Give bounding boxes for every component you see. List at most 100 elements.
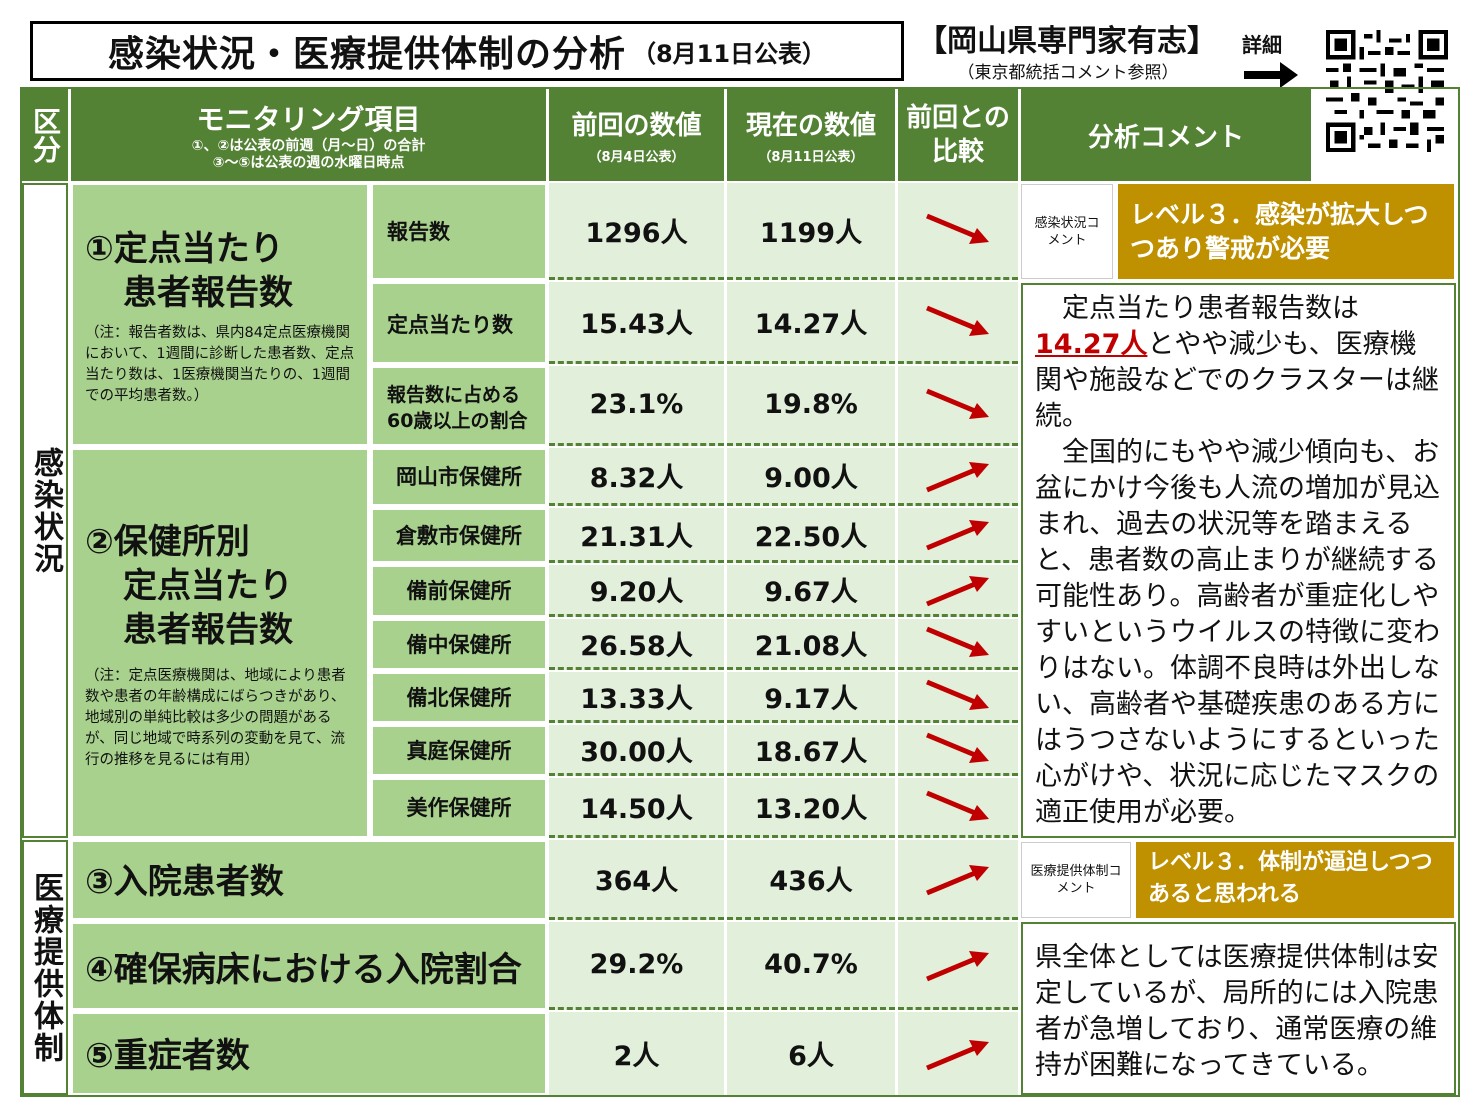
header-previous-title: 前回の数値 — [571, 111, 702, 141]
item-2-title-line3: 患者報告数 — [123, 610, 293, 650]
previous-value: 29.2% — [549, 922, 724, 1010]
header-compare: 前回との比較 — [898, 89, 1018, 181]
row-label-text: 美作保健所 — [406, 796, 512, 820]
item-3-cell: ③入院患者数 — [71, 840, 547, 920]
previous-value: 2人 — [549, 1012, 724, 1095]
trend-cell — [898, 619, 1018, 670]
header-item-title: モニタリング項目 — [196, 103, 421, 136]
header-current-note: （8月11日公表） — [758, 150, 864, 165]
previous-value: 8.32人 — [549, 448, 724, 506]
medical-comment-body: 県全体としては医療提供体制は安定しているが、局所的には入院患者が急増しており、通… — [1021, 922, 1456, 1095]
row-label-text: 倉敷市保健所 — [396, 523, 522, 548]
item-5-cell: ⑤重症者数 — [71, 1012, 547, 1095]
category-infection: 感染状況 — [22, 183, 68, 838]
arrow-down-right-icon — [926, 679, 989, 710]
medical-level-badge: レベル３．体制が逼迫しつつあると思われる — [1136, 842, 1454, 918]
trend-cell — [898, 778, 1018, 838]
org-note: （東京都統括コメント参照） — [957, 62, 1179, 83]
row-label-bihoku: 備北保健所 — [371, 672, 547, 723]
trend-cell — [898, 448, 1018, 506]
header-current-title: 現在の数値 — [745, 111, 876, 141]
monitoring-table — [20, 87, 1460, 1097]
row-label-text: 備前保健所 — [406, 579, 512, 603]
previous-value: 364人 — [549, 840, 724, 920]
current-value: 6人 — [727, 1012, 895, 1095]
previous-value: 15.43人 — [549, 282, 724, 364]
arrow-up-right-icon — [926, 575, 989, 606]
header-item-note-2: ③～⑤は公表の週の水曜日時点 — [212, 155, 405, 171]
arrow-up-right-icon — [926, 950, 989, 981]
infection-comment-paragraph-1: 定点当たり患者報告数は 14.27人とやや減少も、医療機関や施設などでのクラスター… — [1035, 291, 1442, 435]
item-4-title: ④確保病床における入院割合 — [85, 950, 522, 990]
arrow-down-right-icon — [926, 732, 989, 763]
previous-value: 1296人 — [549, 183, 724, 280]
page-title: 感染状況・医療提供体制の分析 — [107, 34, 626, 75]
arrow-up-right-icon — [926, 520, 989, 551]
infection-comment-paragraph-2: 全国的にもやや減少傾向も、お盆にかけ今後も人流の増加が見込まれ、過去の状況等を踏… — [1035, 437, 1440, 828]
current-value: 436人 — [727, 840, 895, 920]
row-label-maniwa: 真庭保健所 — [371, 725, 547, 776]
header-previous-note: （8月4日公表） — [588, 150, 685, 165]
current-value: 1199人 — [727, 183, 895, 280]
column-divider — [895, 183, 898, 1095]
arrow-down-right-icon — [926, 626, 989, 657]
page-subtitle: （8月11日公表） — [631, 39, 827, 68]
row-label-bizen: 備前保健所 — [371, 565, 547, 617]
column-divider — [546, 183, 549, 1095]
trend-cell — [898, 840, 1018, 920]
row-label-text: 報告数 — [387, 220, 450, 244]
arrow-down-right-icon — [926, 790, 989, 821]
previous-value: 9.20人 — [549, 565, 724, 617]
row-label-report-count: 報告数 — [371, 183, 547, 280]
arrow-up-right-icon — [926, 864, 989, 895]
infection-highlight-value: 14.27人 — [1035, 329, 1148, 360]
infection-comment-label: 感染状況コメント — [1021, 184, 1113, 279]
medical-comment-label: 医療提供体制コメント — [1021, 842, 1131, 918]
row-label-text: 真庭保健所 — [406, 738, 512, 763]
item-2-title-line1: ②保健所別 — [85, 522, 250, 562]
trend-cell — [898, 1012, 1018, 1095]
item-2-note: （注：定点医療機関は、地域により患者数や患者の年齢構成にばらつきがあり、地域別の… — [85, 668, 346, 768]
previous-value: 26.58人 — [549, 619, 724, 670]
arrow-down-right-icon — [926, 388, 989, 419]
org-name: 【岡山県専門家有志】 — [917, 24, 1217, 59]
current-value: 18.67人 — [727, 725, 895, 776]
row-label-per-site: 定点当たり数 — [371, 282, 547, 364]
item-1-title-line1: ①定点当たり — [85, 229, 284, 269]
current-value: 9.17人 — [727, 672, 895, 723]
current-value: 22.50人 — [727, 508, 895, 563]
trend-cell — [898, 565, 1018, 617]
item-2-cell: ②保健所別 定点当たり 患者報告数 （注：定点医療機関は、地域により患者数や患者… — [71, 448, 369, 838]
header-analysis: 分析コメント — [1021, 89, 1311, 181]
previous-value: 30.00人 — [549, 725, 724, 776]
row-label-text: 定点当たり数 — [387, 313, 513, 337]
previous-value: 14.50人 — [549, 778, 724, 838]
row-label-text: 備北保健所 — [406, 685, 512, 710]
infection-level-badge: レベル３．感染が拡大しつつあり警戒が必要 — [1118, 184, 1454, 279]
right-arrow-icon — [1244, 62, 1298, 88]
row-label-kurashiki: 倉敷市保健所 — [371, 508, 547, 563]
header-item-note-1: ①、②は公表の前週（月～日）の合計 — [191, 138, 426, 154]
trend-cell — [898, 366, 1018, 446]
header-current: 現在の数値 （8月11日公表） — [727, 89, 895, 181]
trend-cell — [898, 183, 1018, 280]
item-1-cell: ①定点当たり 患者報告数 （注：報告者数は、県内84定点医療機関において、1週間… — [71, 183, 369, 446]
row-label-text: 岡山市保健所 — [396, 465, 522, 489]
qr-code-icon[interactable] — [1326, 30, 1448, 152]
item-2-title-line2: 定点当たり — [123, 566, 293, 606]
previous-value: 23.1% — [549, 366, 724, 446]
current-value: 40.7% — [727, 922, 895, 1010]
header-item: モニタリング項目 ①、②は公表の前週（月～日）の合計 ③～⑤は公表の週の水曜日時… — [71, 89, 546, 181]
previous-value: 13.33人 — [549, 672, 724, 723]
title-box: 感染状況・医療提供体制の分析 （8月11日公表） — [30, 21, 904, 81]
row-label-mimasaka: 美作保健所 — [371, 778, 547, 838]
current-value: 14.27人 — [727, 282, 895, 364]
infection-comment-text-2: とやや減少も、医療機関や施設などでのクラスターは継続。 — [1035, 329, 1439, 432]
trend-cell — [898, 725, 1018, 776]
arrow-down-right-icon — [926, 213, 989, 244]
row-label-elderly-ratio: 報告数に占める60歳以上の割合 — [371, 366, 547, 446]
arrow-up-right-icon — [926, 1039, 989, 1070]
previous-value: 21.31人 — [549, 508, 724, 563]
row-label-text: 報告数に占める60歳以上の割合 — [387, 384, 528, 432]
current-value: 9.67人 — [727, 565, 895, 617]
